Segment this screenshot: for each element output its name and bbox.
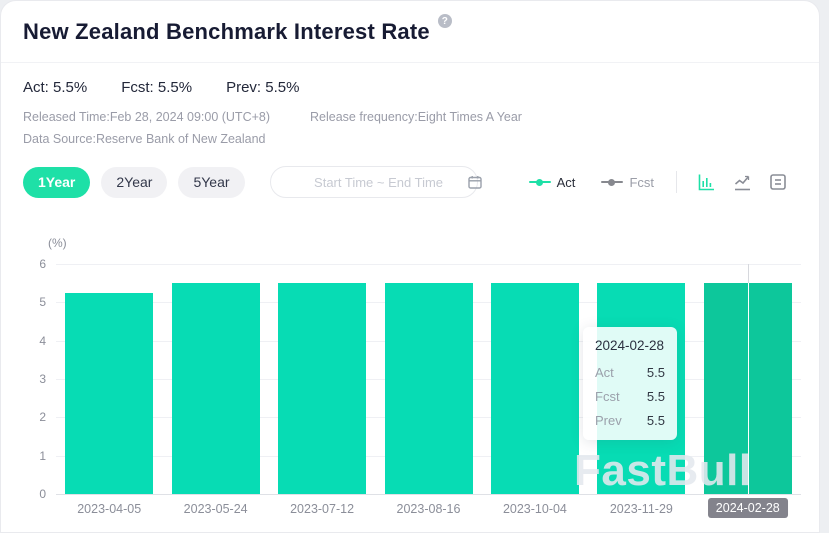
y-tick-label: 6 (39, 257, 46, 271)
header: New Zealand Benchmark Interest Rate ? (1, 1, 819, 63)
tooltip-date: 2024-02-28 (595, 338, 665, 353)
legend-fcst-label: Fcst (629, 174, 654, 190)
bar-2023-10-04[interactable] (490, 283, 579, 494)
gridline (56, 264, 801, 265)
crosshair-line (747, 264, 750, 494)
stats-row: Act: 5.5% Fcst: 5.5% Prev: 5.5% (1, 63, 819, 96)
tooltip-prev-value: 5.5 (646, 413, 665, 428)
tooltip-prev-label: Prev (595, 413, 622, 428)
calendar-icon (467, 174, 483, 190)
page-title: New Zealand Benchmark Interest Rate (23, 19, 430, 44)
y-tick-label: 2 (39, 410, 46, 425)
data-table-icon[interactable] (767, 171, 789, 193)
date-range-picker[interactable] (269, 166, 482, 198)
help-icon[interactable]: ? (437, 14, 452, 28)
meta-block: Released Time:Feb 28, 2024 09:00 (UTC+8)… (1, 96, 819, 150)
y-tick-label: 4 (39, 333, 46, 348)
date-range-input[interactable] (290, 174, 467, 190)
x-axis-label: 2023-08-16 (396, 502, 461, 516)
divider (676, 171, 677, 193)
plot-area: FastBull 0 1 2 3 4 5 6 2023-04-05 2023-05-24 2023… (39, 257, 801, 518)
bar-2023-05-24[interactable] (171, 283, 260, 494)
range-button-5year[interactable]: 5Year (178, 166, 245, 198)
tooltip-act-value: 5.5 (646, 365, 665, 380)
x-axis-label: 2023-11-29 (609, 502, 673, 516)
bar-2023-04-05[interactable] (65, 292, 154, 494)
data-source: Data Source:Reserve Bank of New Zealand (23, 132, 266, 146)
fcst-line-marker-icon (601, 178, 624, 186)
released-time: Released Time:Feb 28, 2024 09:00 (UTC+8) (23, 110, 271, 124)
stat-prev: Prev: 5.5% (226, 79, 300, 96)
range-button-1year[interactable]: 1Year (23, 166, 91, 198)
stat-fcst: Fcst: 5.5% (121, 79, 193, 96)
tooltip-fcst-value: 5.5 (646, 389, 665, 404)
y-tick-label: 5 (39, 295, 46, 310)
bar-chart-icon[interactable] (695, 171, 717, 193)
y-tick-label: 0 (39, 487, 46, 501)
y-tick-label: 3 (39, 372, 46, 386)
bar-2023-07-12[interactable] (278, 283, 367, 494)
x-axis-label: 2023-04-05 (77, 502, 142, 516)
chart-region: (%) FastBull 0 1 2 3 4 5 6 2023-04-05 2023-05-24… (1, 231, 819, 532)
tooltip-fcst-label: Fcst (595, 389, 620, 404)
line-chart-icon[interactable] (731, 171, 753, 193)
legend-act[interactable]: Act (528, 174, 576, 190)
stat-act: Act: 5.5% (23, 79, 88, 96)
y-axis-unit-label: (%) (48, 236, 67, 250)
x-axis-label: 2024-02-28 (707, 498, 788, 518)
tooltip-act-label: Act (595, 365, 614, 380)
y-tick-label: 1 (39, 448, 46, 463)
legend-fcst[interactable]: Fcst (601, 175, 654, 190)
act-line-marker-icon (528, 178, 551, 186)
range-button-2year[interactable]: 2Year (101, 166, 168, 198)
toolbar: 1Year 2Year 5Year Act Fcst (1, 166, 819, 198)
chart-controls: Act Fcst (528, 171, 789, 193)
release-frequency: Release frequency:Eight Times A Year (310, 110, 522, 124)
x-axis-label: 2023-10-04 (502, 502, 567, 516)
bar-2023-08-16[interactable] (384, 283, 473, 494)
chart-tooltip: 2024-02-28 Act 5.5 Fcst 5.5 Prev 5.5 (583, 327, 677, 440)
legend-act-label: Act (556, 174, 576, 190)
x-axis-label: 2023-07-12 (290, 502, 355, 516)
gridline (56, 494, 801, 495)
x-axis-label: 2023-05-24 (183, 502, 248, 516)
